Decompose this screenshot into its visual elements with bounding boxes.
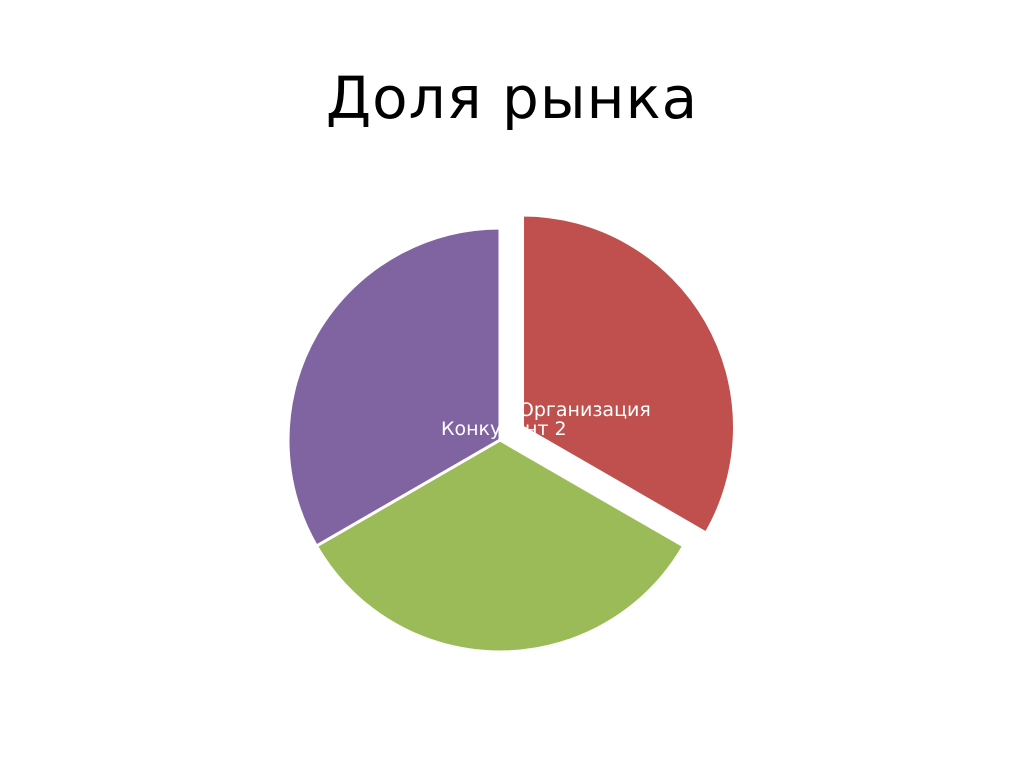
pie-slice[interactable] [286,226,502,548]
pie-slice[interactable] [314,438,686,654]
pie-slice[interactable] [521,213,736,535]
pie-slice-label: Организация [519,399,651,421]
pie-slice-label: Конкурент 2 [441,418,567,440]
pie-slices [286,213,736,654]
chart-title: Доля рынка [325,64,699,132]
